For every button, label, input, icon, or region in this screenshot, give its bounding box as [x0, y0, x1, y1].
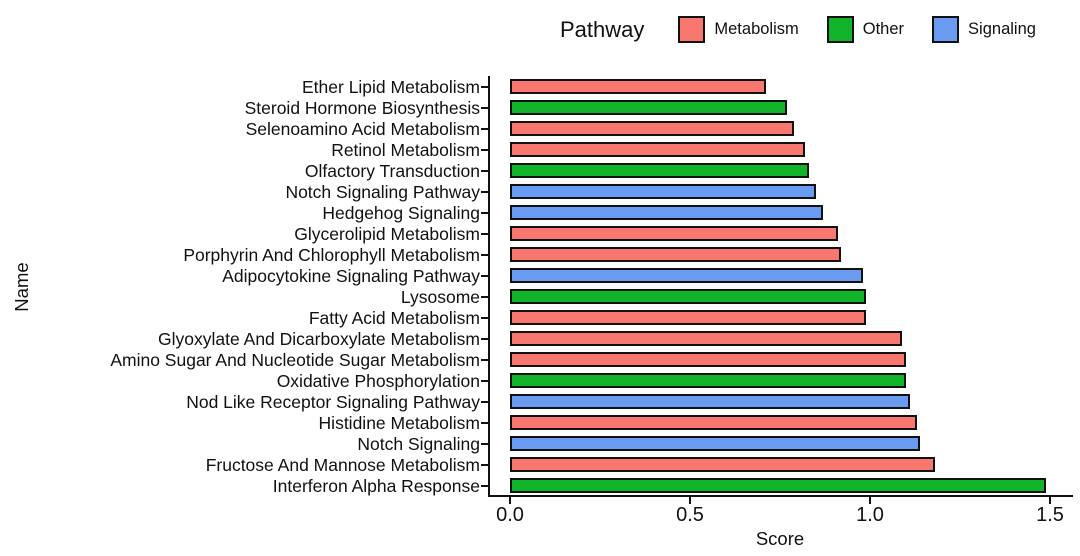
y-axis-tick	[481, 400, 488, 403]
y-axis-tick	[481, 148, 488, 151]
y-axis-tick	[481, 463, 488, 466]
x-axis-tick	[509, 496, 511, 504]
bar	[510, 184, 816, 199]
x-axis-line	[488, 495, 1073, 497]
y-axis-tick	[481, 484, 488, 487]
bar	[510, 100, 788, 115]
bar	[510, 142, 806, 157]
y-axis-tick	[481, 358, 488, 361]
category-label: Histidine Metabolism	[318, 412, 480, 433]
category-label: Hedgehog Signaling	[322, 202, 480, 223]
x-axis-tick-label: 0.0	[496, 504, 524, 526]
y-axis-tick	[481, 211, 488, 214]
category-label: Glyoxylate And Dicarboxylate Metabolism	[158, 328, 480, 349]
category-label: Amino Sugar And Nucleotide Sugar Metabol…	[110, 349, 480, 370]
legend-title: Pathway	[560, 16, 645, 42]
bar	[510, 436, 921, 451]
other-color-swatch	[826, 16, 854, 43]
bar	[510, 79, 766, 94]
y-axis-tick	[481, 337, 488, 340]
bar	[510, 394, 910, 409]
x-axis-tick-label: 1.0	[856, 504, 884, 526]
category-label: Adipocytokine Signaling Pathway	[222, 265, 480, 286]
y-axis-tick	[481, 316, 488, 319]
legend-label-signaling: Signaling	[968, 20, 1036, 38]
category-label: Selenoamino Acid Metabolism	[245, 118, 480, 139]
bar	[510, 415, 917, 430]
bar	[510, 478, 1047, 493]
category-label: Nod Like Receptor Signaling Pathway	[186, 391, 480, 412]
bar	[510, 373, 906, 388]
legend-item-signaling: Signaling	[932, 16, 1036, 43]
y-axis-tick	[481, 169, 488, 172]
legend-label-other: Other	[862, 20, 905, 38]
x-axis-tick	[689, 496, 691, 504]
y-axis-tick	[481, 421, 488, 424]
y-axis-tick	[481, 253, 488, 256]
y-axis-line	[488, 76, 490, 496]
x-axis-tick	[869, 496, 871, 504]
metabolism-color-swatch	[678, 16, 706, 43]
category-label: Oxidative Phosphorylation	[276, 370, 480, 391]
y-axis-tick	[481, 379, 488, 382]
y-axis-tick	[481, 442, 488, 445]
signaling-color-swatch	[932, 16, 960, 43]
category-label: Lysosome	[400, 286, 480, 307]
category-label: Ether Lipid Metabolism	[302, 76, 480, 97]
bar	[510, 163, 809, 178]
x-axis-tick-label: 1.5	[1036, 504, 1064, 526]
bar	[510, 121, 795, 136]
category-label: Interferon Alpha Response	[272, 475, 480, 496]
bar	[510, 289, 867, 304]
category-label: Glycerolipid Metabolism	[294, 223, 480, 244]
bar	[510, 457, 935, 472]
bar	[510, 268, 863, 283]
bar	[510, 247, 842, 262]
legend: Pathway Metabolism Other Signaling	[560, 16, 1036, 43]
y-axis-tick	[481, 190, 488, 193]
bar	[510, 205, 824, 220]
legend-label-metabolism: Metabolism	[714, 20, 799, 38]
y-axis-tick	[481, 127, 488, 130]
category-label: Notch Signaling Pathway	[285, 181, 480, 202]
y-axis-tick	[481, 85, 488, 88]
legend-item-other: Other	[826, 16, 905, 43]
y-axis-tick	[481, 106, 488, 109]
legend-item-metabolism: Metabolism	[678, 16, 799, 43]
x-axis-tick	[1049, 496, 1051, 504]
category-label: Retinol Metabolism	[331, 139, 480, 160]
x-axis-title: Score	[755, 528, 805, 549]
x-axis-tick-label: 0.5	[676, 504, 704, 526]
bar	[510, 310, 867, 325]
bar	[510, 352, 906, 367]
category-label: Porphyrin And Chlorophyll Metabolism	[183, 244, 480, 265]
category-label: Steroid Hormone Biosynthesis	[244, 97, 480, 118]
category-label: Olfactory Transduction	[304, 160, 480, 181]
y-axis-tick	[481, 274, 488, 277]
y-axis-tick	[481, 295, 488, 298]
bar	[510, 226, 838, 241]
bar	[510, 331, 903, 346]
y-axis-tick	[481, 232, 488, 235]
category-label: Notch Signaling	[357, 433, 480, 454]
y-axis-title: Name	[11, 262, 32, 312]
category-label: Fatty Acid Metabolism	[308, 307, 480, 328]
category-label: Fructose And Mannose Metabolism	[205, 454, 480, 475]
